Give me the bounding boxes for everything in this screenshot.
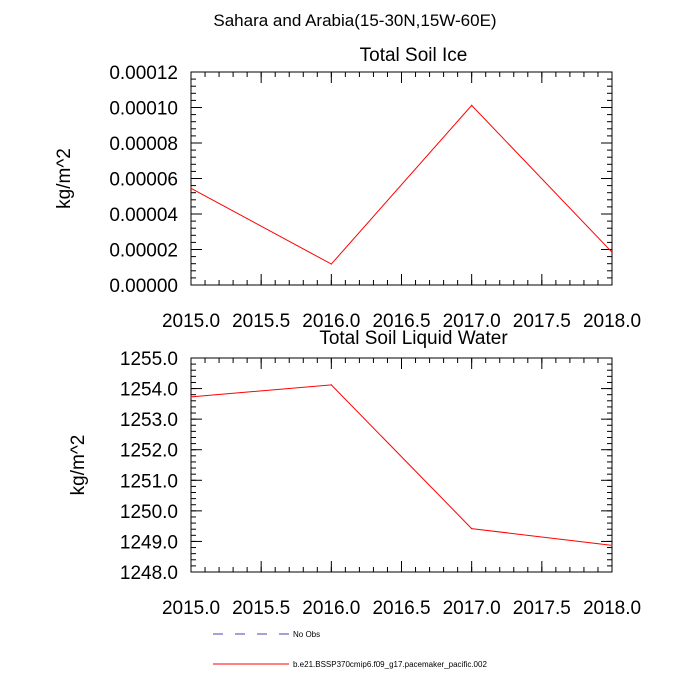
y-tick-label: 1253.0 — [120, 410, 178, 431]
y-axis-label: kg/m^2 — [54, 148, 75, 209]
data-point — [190, 187, 192, 189]
x-tick-label: 2018.0 — [583, 598, 641, 619]
y-tick-label: 0.00000 — [109, 276, 178, 297]
y-tick-label: 1251.0 — [120, 471, 178, 492]
x-tick-label: 2017.5 — [513, 598, 571, 619]
panel-title: Total Soil Ice — [360, 45, 468, 66]
panel-total-soil-liquid-water: Total Soil Liquid Water kg/m^2 2015.0 2015.… — [68, 328, 641, 619]
y-tick-label: 1252.0 — [120, 441, 178, 462]
x-tick-label: 2016.0 — [302, 598, 360, 619]
plot-frame — [190, 71, 613, 286]
data-point — [330, 263, 332, 265]
y-tick-label: 0.00010 — [109, 99, 178, 120]
x-tick-label: 2016.5 — [372, 598, 430, 619]
legend-label-no-obs: No Obs — [293, 630, 320, 639]
series-line — [190, 384, 613, 546]
series-line — [190, 104, 613, 265]
x-tick-label: 2015.5 — [232, 598, 290, 619]
data-point — [330, 384, 332, 386]
figure-title: Sahara and Arabia(15-30N,15W-60E) — [213, 11, 496, 30]
x-tick-label: 2017.5 — [513, 311, 571, 332]
x-tick-label: 2015.0 — [162, 598, 220, 619]
y-tick-label: 1255.0 — [120, 349, 178, 370]
data-point — [190, 396, 192, 398]
y-tick-label: 1248.0 — [120, 563, 178, 584]
y-tick-label: 0.00002 — [109, 241, 178, 262]
data-point — [611, 544, 613, 547]
y-tick-label: 0.00012 — [109, 63, 178, 84]
panel-total-soil-ice: Total Soil Ice kg/m^2 2015.0 2015.5 2016.0 20… — [54, 45, 641, 332]
x-tick-label: 2018.0 — [583, 311, 641, 332]
data-point — [471, 527, 473, 530]
legend-label-model: b.e21.BSSP370cmip6.f09_g17.pacemaker_pac… — [293, 660, 487, 669]
y-tick-label: 0.00008 — [109, 134, 178, 155]
y-tick-label: 1249.0 — [120, 532, 178, 553]
x-tick-label: 2015.0 — [162, 311, 220, 332]
y-tick-label: 1250.0 — [120, 502, 178, 523]
x-tick-label: 2016.5 — [372, 311, 430, 332]
x-tick-label: 2016.0 — [302, 311, 360, 332]
plot-frame — [190, 357, 613, 573]
y-tick-label: 1254.0 — [120, 380, 178, 401]
y-tick-label: 0.00004 — [109, 205, 178, 226]
data-point — [471, 104, 473, 106]
panel-title: Total Soil Liquid Water — [319, 328, 508, 349]
data-point — [611, 251, 613, 253]
x-tick-label: 2015.5 — [232, 311, 290, 332]
legend: No Obs b.e21.BSSP370cmip6.f09_g17.pacema… — [213, 630, 487, 669]
x-tick-label: 2017.0 — [443, 598, 501, 619]
y-axis-label: kg/m^2 — [68, 435, 89, 496]
y-tick-label: 0.00006 — [109, 170, 178, 191]
x-tick-label: 2017.0 — [443, 311, 501, 332]
